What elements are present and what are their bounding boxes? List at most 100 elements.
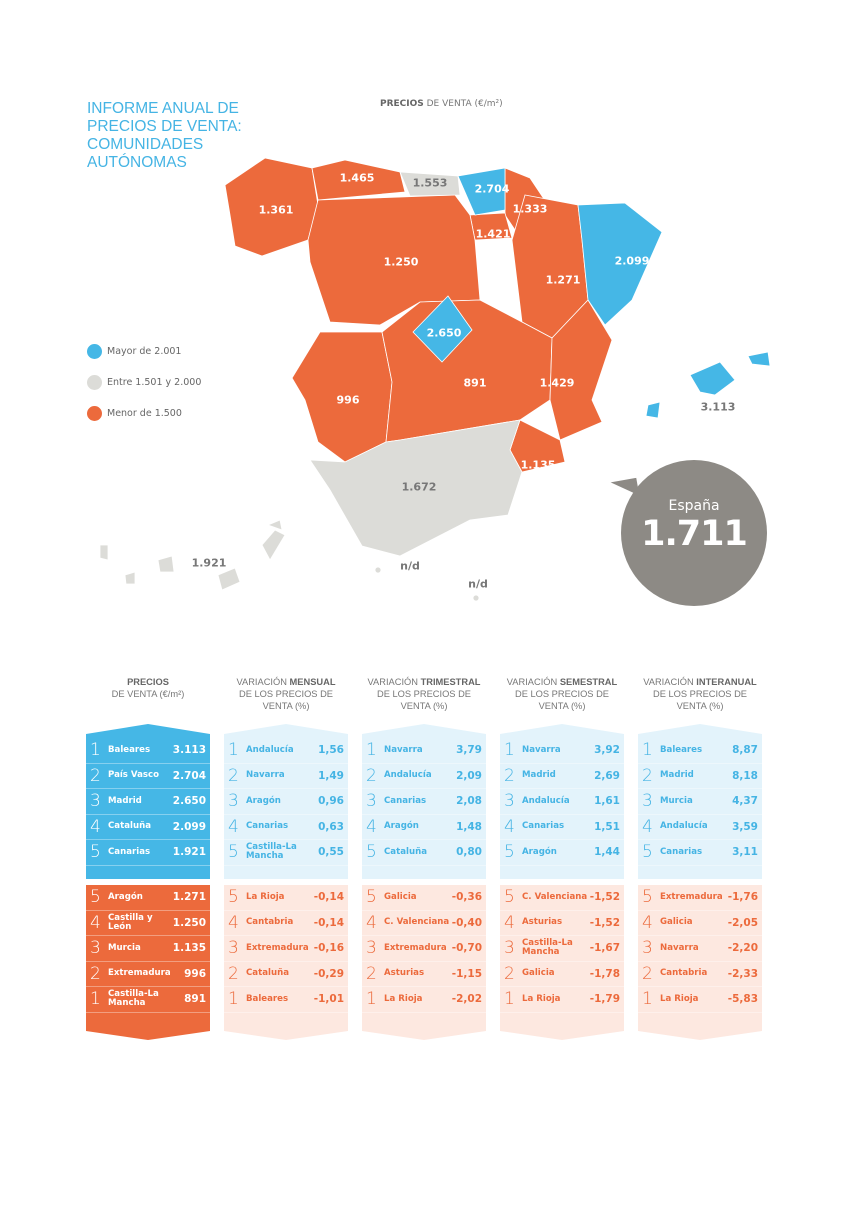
national-average-badge: España 1.711	[621, 460, 767, 606]
rank: 3	[90, 791, 101, 812]
value: 1.271	[172, 891, 206, 904]
region-ceuta	[374, 566, 382, 574]
rank: 5	[366, 842, 377, 863]
label-cataluna: 2.099	[614, 254, 650, 268]
value: 1,44	[594, 846, 620, 859]
table-row: 1 Baleares 8,87	[638, 738, 762, 764]
value: 2,08	[456, 795, 482, 808]
value: 1.921	[172, 846, 206, 859]
bottom-ranking: 5 C. Valenciana -1,52 4 Asturias -1,52 3 Castil…	[500, 885, 624, 1040]
value: -2,33	[727, 967, 758, 980]
value: 8,18	[732, 769, 758, 782]
value: 1,49	[318, 769, 344, 782]
value: 2,69	[594, 769, 620, 782]
top-ranking: 1 Baleares 8,87 2 Madrid 8,18 3 Murcia 4,37 4 Anda…	[638, 724, 762, 879]
region-name: Baleares	[660, 744, 703, 755]
table-row: 1 Baleares 3.113	[86, 738, 210, 764]
rank: 5	[366, 887, 377, 908]
value: 3.113	[172, 744, 206, 757]
value: 3,11	[732, 846, 758, 859]
map-title: PRECIOS DE VENTA (€/m²)	[380, 99, 503, 109]
region-name: Galicia	[384, 891, 417, 902]
value: -1,79	[589, 993, 620, 1006]
value: -2,05	[727, 916, 758, 929]
table-row: 4 Asturias -1,52	[500, 911, 624, 936]
table-row: 4 Canarias 1,51	[500, 815, 624, 840]
region-name: Cataluña	[108, 821, 151, 832]
table-row: 3 Aragón 0,96	[224, 789, 348, 815]
label-la-rioja: 1.421	[475, 227, 511, 241]
region-cataluna	[577, 202, 663, 326]
region-name: Canarias	[246, 821, 289, 832]
value: -0,14	[313, 891, 344, 904]
value: -0,70	[451, 942, 482, 955]
region-name: Baleares	[108, 744, 151, 755]
region-baleares	[689, 361, 736, 396]
value: 0,55	[318, 846, 344, 859]
table-row: 1 Castilla-La Mancha 891	[86, 987, 210, 1013]
table-row: 3 Canarias 2,08	[362, 789, 486, 815]
rank: 3	[504, 938, 515, 959]
rank: 5	[90, 842, 101, 863]
table-row: 2 Galicia -1,78	[500, 962, 624, 987]
region-name: Andalucía	[384, 770, 432, 781]
top-ranking: 1 Navarra 3,92 2 Madrid 2,69 3 Andalucía 1,61 4 Ca…	[500, 724, 624, 879]
value: -1,78	[589, 967, 620, 980]
label-madrid: 2.650	[426, 326, 462, 340]
national-value: 1.711	[641, 514, 748, 554]
table-row: 4 Canarias 0,63	[224, 815, 348, 840]
label-c-valenciana: 1.429	[539, 376, 575, 390]
table-header: VARIACIÓN INTERANUAL DE LOS PRECIOS DE VE…	[643, 677, 757, 711]
value: 0,96	[318, 795, 344, 808]
region-name: Galicia	[522, 968, 555, 979]
table-row: 3 Madrid 2.650	[86, 789, 210, 815]
report-title: INFORME ANUAL DE PRECIOS DE VENTA: COMUN…	[87, 100, 242, 171]
rank: 2	[366, 765, 377, 786]
region-andalucia	[309, 419, 523, 557]
rank: 4	[228, 816, 239, 837]
rank: 1	[642, 989, 653, 1010]
value: 3,59	[732, 820, 758, 833]
region-name: Extremadura	[108, 968, 171, 979]
region-name: Canarias	[522, 821, 565, 832]
rank: 2	[228, 765, 239, 786]
table-row: 3 Extremadura -0,16	[224, 936, 348, 962]
table-row: 4 Andalucía 3,59	[638, 815, 762, 840]
region-canarias	[99, 519, 286, 591]
rank: 3	[642, 938, 653, 959]
table-row: 1 Navarra 3,92	[500, 738, 624, 764]
rank: 5	[228, 887, 239, 908]
value: 3,79	[456, 744, 482, 757]
value: -2,20	[727, 942, 758, 955]
rank: 1	[90, 989, 101, 1010]
rank: 4	[642, 816, 653, 837]
region-name: Cantabria	[246, 917, 294, 928]
table-row: 5 Cataluña 0,80	[362, 840, 486, 866]
region-name: Navarra	[522, 744, 561, 755]
value: 4,37	[732, 795, 758, 808]
table-row: 2 Asturias -1,15	[362, 962, 486, 987]
rank: 4	[504, 816, 515, 837]
label-castilla-la-mancha: 891	[463, 376, 487, 390]
rank: 2	[642, 963, 653, 984]
region-name: Extremadura	[384, 942, 447, 953]
value: 1,48	[456, 820, 482, 833]
region-pais-vasco	[457, 167, 506, 216]
top-ranking: 1 Baleares 3.113 2 País Vasco 2.704 3 Madrid 2.6…	[86, 724, 210, 879]
table-row: 5 Canarias 1.921	[86, 840, 210, 866]
table-header: VARIACIÓN TRIMESTRAL DE LOS PRECIOS DE VE…	[367, 677, 481, 711]
table-row: 3 Murcia 4,37	[638, 789, 762, 815]
label-cantabria: 1.553	[412, 176, 448, 190]
value: -1,15	[451, 967, 482, 980]
region-name: Madrid	[522, 770, 556, 781]
rank: 3	[90, 938, 101, 959]
table-row: 1 Baleares -1,01	[224, 987, 348, 1013]
table-row: 2 Navarra 1,49	[224, 764, 348, 789]
table-row: 5 C. Valenciana -1,52	[500, 885, 624, 911]
region-c-valenciana	[549, 299, 613, 441]
region-name: La Rioja	[660, 993, 699, 1004]
label-galicia: 1.361	[258, 203, 294, 217]
spain-map	[99, 157, 771, 602]
rank: 4	[642, 912, 653, 933]
region-name: Asturias	[522, 917, 563, 928]
